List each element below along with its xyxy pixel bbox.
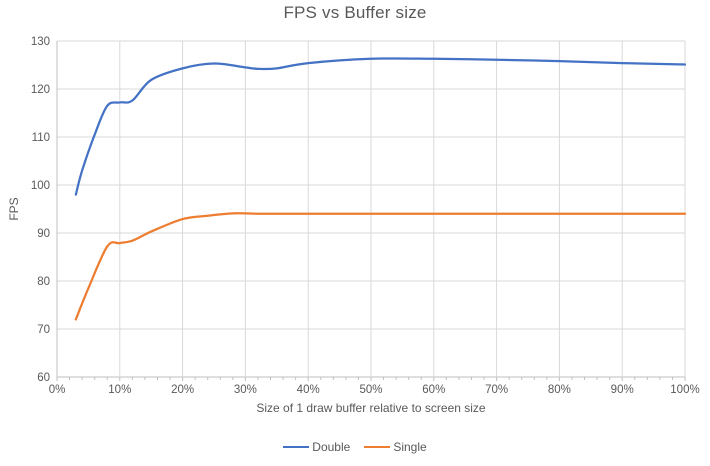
chart-title: FPS vs Buffer size <box>283 3 427 22</box>
x-tick-label: 0% <box>49 384 66 396</box>
x-tick-label: 30% <box>234 384 257 396</box>
x-tick-label: 10% <box>108 384 131 396</box>
x-tick-label: 70% <box>485 384 508 396</box>
x-tick-label: 20% <box>171 384 194 396</box>
legend-label: Single <box>393 440 427 454</box>
legend-swatch-single <box>364 446 391 448</box>
legend-item-double: Double <box>283 440 350 454</box>
y-tick-label: 80 <box>37 276 50 288</box>
x-axis-title: Size of 1 draw buffer relative to screen… <box>256 401 486 415</box>
y-tick-label: 70 <box>37 324 50 336</box>
y-tick-label: 100 <box>31 180 50 192</box>
legend-swatch-double <box>283 446 310 448</box>
y-axis-title: FPS <box>7 197 21 221</box>
legend: Double Single <box>0 440 710 454</box>
x-tick-label: 40% <box>297 384 320 396</box>
series-line-single <box>74 212 687 321</box>
y-tick-label: 90 <box>37 228 50 240</box>
series-line-double <box>74 57 687 196</box>
x-tick-label: 100% <box>670 384 699 396</box>
y-tick-label: 110 <box>32 132 50 144</box>
legend-label: Double <box>312 440 351 454</box>
x-tick-label: 50% <box>359 384 382 396</box>
x-tick-label: 60% <box>422 384 445 396</box>
x-tick-label: 90% <box>611 384 634 396</box>
x-tick-label: 80% <box>548 384 571 396</box>
y-tick-label: 60 <box>37 372 50 384</box>
y-tick-label: 130 <box>31 36 50 48</box>
legend-item-single: Single <box>364 440 427 454</box>
y-tick-label: 120 <box>31 84 50 96</box>
